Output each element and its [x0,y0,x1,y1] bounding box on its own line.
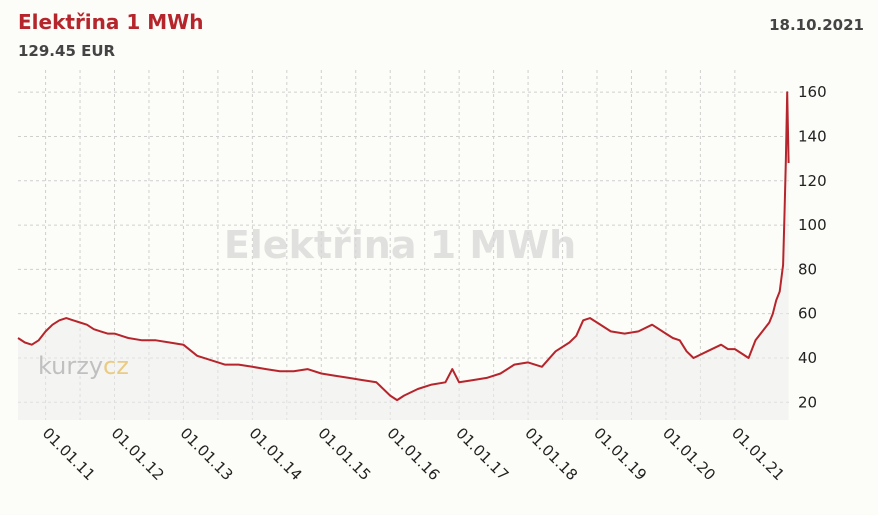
x-tick-label: 01.01.18 [521,424,581,484]
y-tick-label: 60 [798,305,817,323]
current-price: 129.45 EUR [18,42,116,60]
x-tick-label: 01.01.20 [659,424,719,484]
chart-date: 18.10.2021 [769,16,864,34]
series-area [18,92,789,420]
x-tick-label: 01.01.19 [590,424,650,484]
x-tick-label: 01.01.17 [452,424,512,484]
grid-layer [18,70,790,420]
x-tick-label: 01.01.15 [314,424,374,484]
y-tick-label: 80 [798,260,817,278]
x-tick-label: 01.01.13 [177,424,237,484]
x-axis: 01.01.11 01.01.12 01.01.13 01.01.14 01.01.15… [39,424,788,484]
x-tick-label: 01.01.21 [728,424,788,484]
series-line [17,91,790,402]
watermark-text: Elektřina 1 MWh [224,223,576,267]
x-tick-label: 01.01.14 [246,424,306,484]
x-tick-label: 01.01.12 [108,424,168,484]
chart-title: Elektřina 1 MWh [18,10,204,34]
x-tick-label: 01.01.11 [39,424,99,484]
y-tick-label: 160 [798,83,827,101]
y-tick-label: 140 [798,127,827,145]
x-tick-label: 01.01.16 [383,424,443,484]
y-tick-label: 120 [798,172,827,190]
y-tick-label: 100 [798,216,827,234]
y-tick-label: 40 [798,349,817,367]
y-axis: 20 40 60 80 100 120 140 160 [798,83,827,411]
y-tick-label: 20 [798,393,817,411]
